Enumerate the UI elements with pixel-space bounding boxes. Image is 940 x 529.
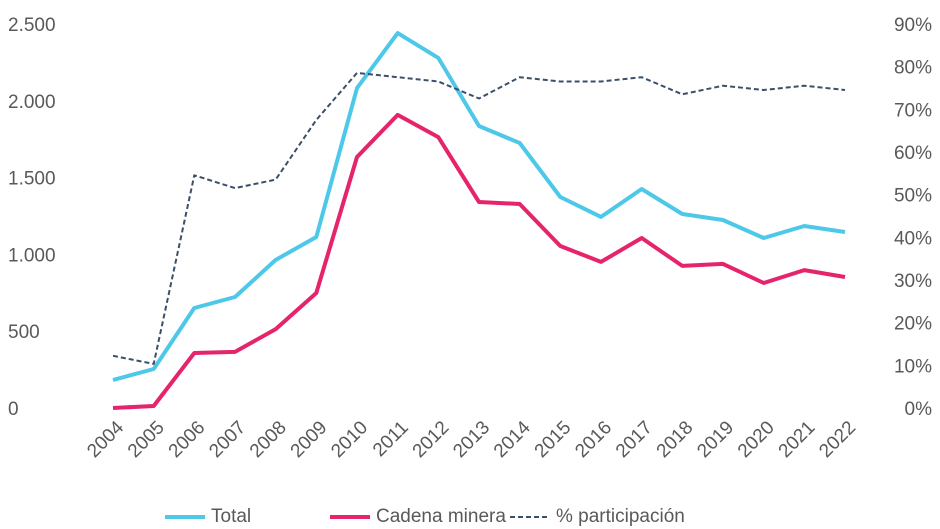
- x-tick-label: 2015: [531, 417, 576, 462]
- x-tick-label: 2009: [287, 417, 332, 462]
- y-tick-label: 2.000: [8, 92, 56, 113]
- series-line: [112, 31, 846, 382]
- legend-label: Total: [211, 506, 251, 527]
- x-tick-label: 2012: [409, 417, 454, 462]
- x-tick-label: 2021: [775, 417, 820, 462]
- y-tick-label: 500: [8, 322, 40, 343]
- x-tick-label: 2013: [449, 417, 494, 462]
- y2-tick-label: 90%: [894, 15, 932, 36]
- x-tick-label: 2006: [165, 417, 210, 462]
- y2-tick-label: 50%: [894, 186, 932, 207]
- y2-tick-label: 20%: [894, 314, 932, 335]
- y2-tick-label: 40%: [894, 228, 932, 249]
- x-tick-label: 2007: [205, 417, 250, 462]
- y-tick-label: 0: [8, 399, 19, 420]
- series-line: [112, 71, 846, 365]
- x-tick-label: 2017: [612, 417, 657, 462]
- x-tick-label: 2022: [815, 417, 860, 462]
- y-tick-label: 1.500: [8, 169, 56, 190]
- x-tick-label: 2005: [124, 417, 169, 462]
- y-tick-label: 2.500: [8, 15, 56, 36]
- y2-tick-label: 60%: [894, 143, 932, 164]
- y2-tick-label: 70%: [894, 100, 932, 121]
- x-tick-label: 2014: [490, 417, 535, 462]
- y2-tick-label: 30%: [894, 271, 932, 292]
- legend-label: Cadena minera: [376, 506, 506, 527]
- x-tick-label: 2004: [83, 417, 128, 462]
- y-tick-label: 1.000: [8, 245, 56, 266]
- x-tick-label: 2019: [693, 417, 738, 462]
- x-tick-label: 2010: [327, 417, 372, 462]
- x-tick-label: 2008: [246, 417, 291, 462]
- y2-tick-label: 10%: [894, 356, 932, 377]
- x-tick-label: 2016: [571, 417, 616, 462]
- legend-label: % participación: [556, 506, 685, 527]
- y2-tick-label: 80%: [894, 58, 932, 79]
- x-tick-label: 2018: [653, 417, 698, 462]
- x-tick-label: 2011: [369, 417, 413, 461]
- y2-tick-label: 0%: [905, 399, 933, 420]
- series-line: [112, 112, 846, 410]
- x-tick-label: 2020: [734, 417, 779, 462]
